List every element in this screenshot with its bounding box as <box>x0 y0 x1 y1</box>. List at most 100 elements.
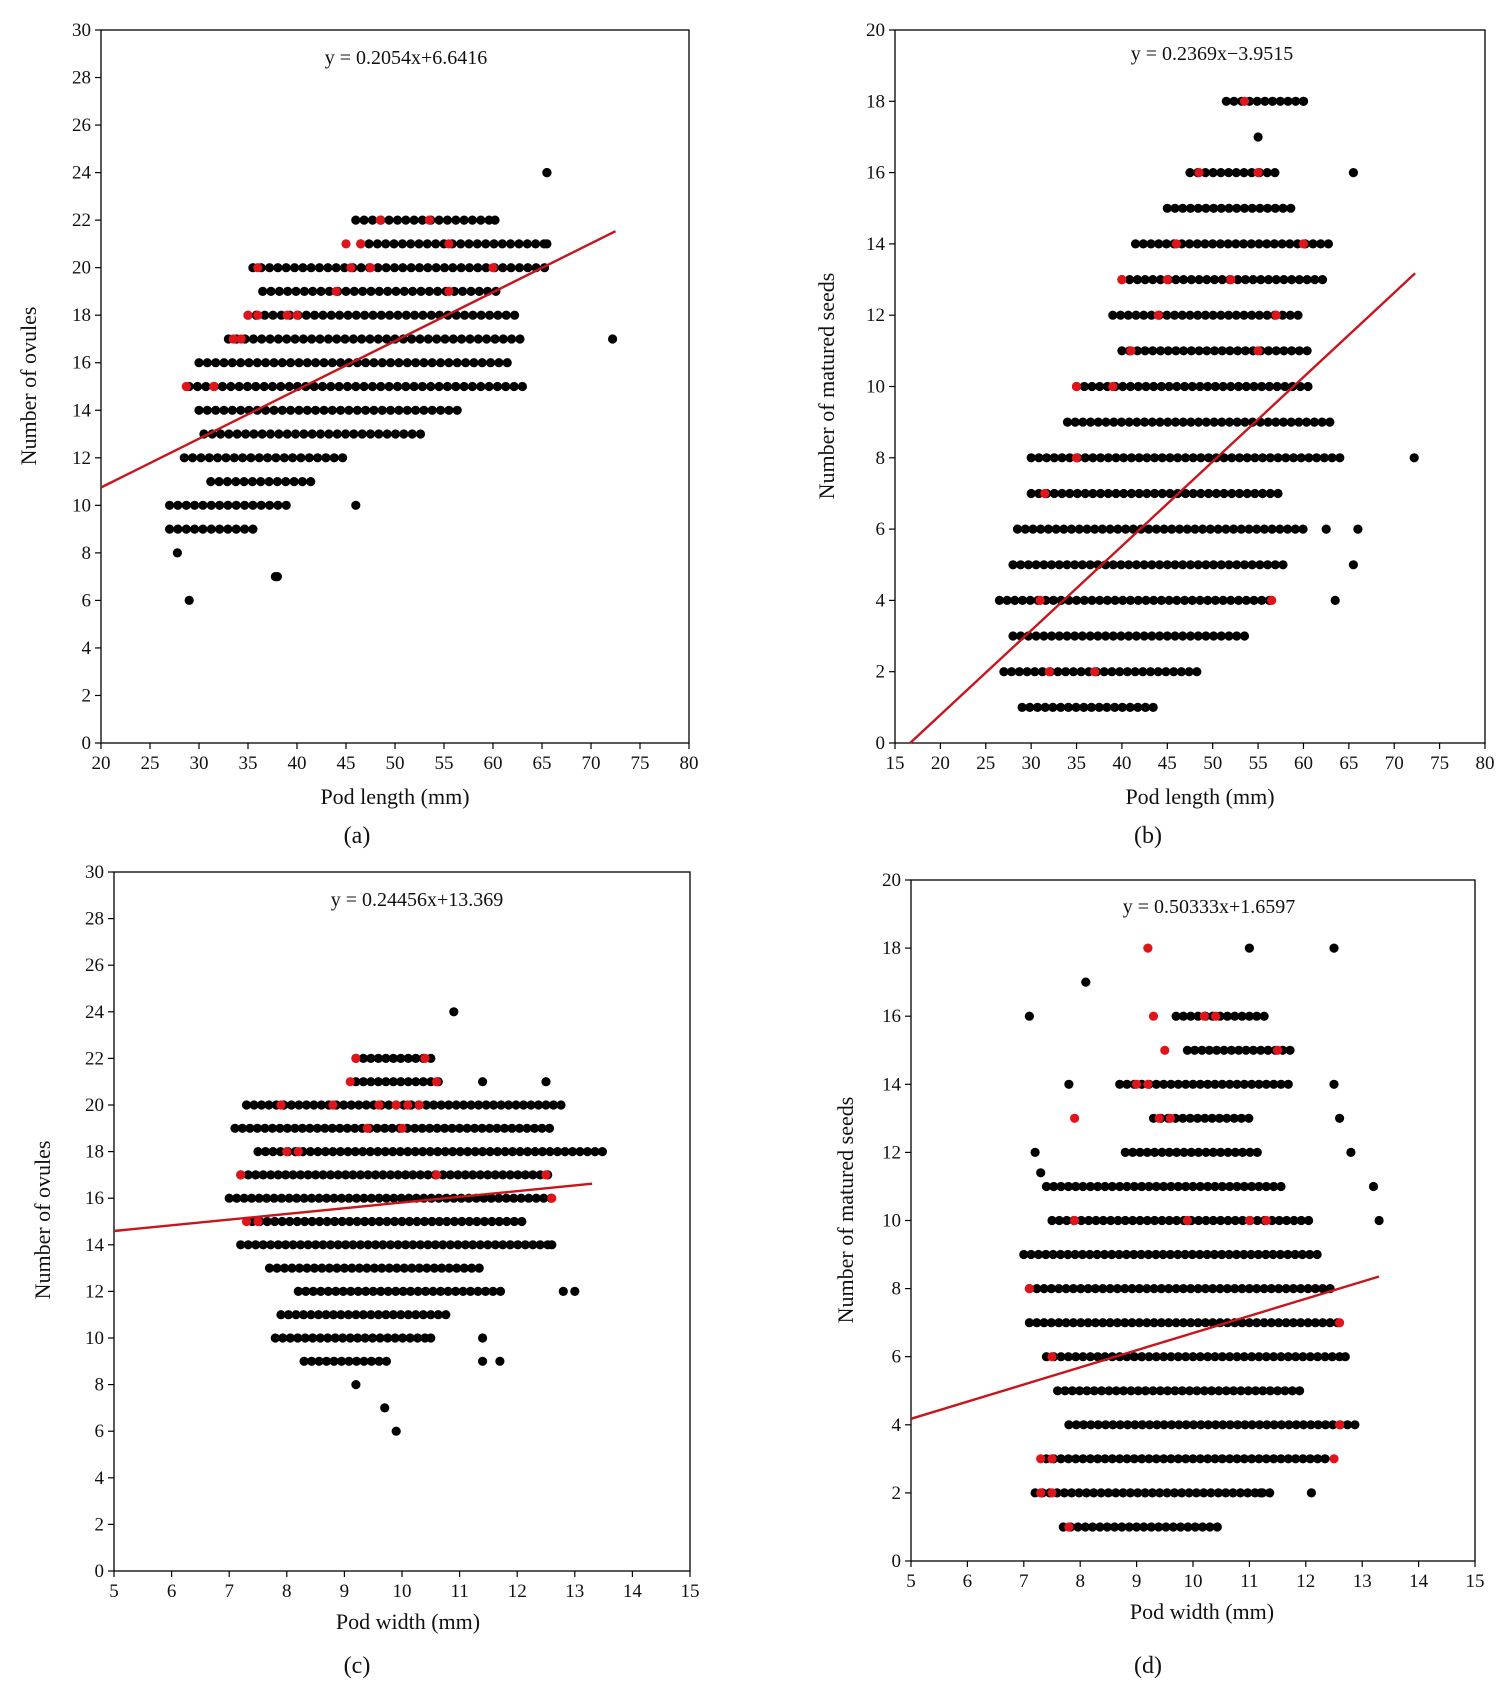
data-point <box>1068 667 1078 677</box>
x-tick-label: 15 <box>1466 1571 1485 1592</box>
data-point <box>1171 1011 1181 1021</box>
data-point <box>1165 1249 1175 1260</box>
data-point <box>1164 595 1174 606</box>
data-point <box>1184 667 1194 677</box>
data-point <box>241 1100 252 1110</box>
data-point-red <box>1044 667 1054 677</box>
data-point <box>1132 417 1142 427</box>
data-point <box>251 1240 261 1250</box>
data-point <box>1225 1352 1235 1362</box>
data-point <box>1170 203 1180 213</box>
data-point <box>239 477 249 487</box>
x-tick-label: 11 <box>1240 1571 1258 1592</box>
data-point <box>1097 1386 1107 1396</box>
data-point <box>1330 595 1340 606</box>
data-point <box>1002 595 1012 606</box>
data-point <box>261 405 271 415</box>
data-point <box>361 1100 371 1110</box>
data-point <box>256 477 266 487</box>
data-point <box>424 286 434 296</box>
data-point <box>1039 1284 1049 1294</box>
data-point <box>307 429 317 439</box>
data-point <box>1180 381 1190 392</box>
data-point <box>1224 417 1235 427</box>
data-point <box>236 358 246 368</box>
data-point <box>302 358 312 368</box>
data-point <box>1216 1147 1226 1157</box>
data-point <box>478 1356 488 1366</box>
data-point-red <box>1239 96 1250 106</box>
data-point <box>281 263 291 273</box>
data-point <box>305 1147 315 1157</box>
data-point <box>287 1263 297 1273</box>
data-point <box>1134 488 1144 499</box>
data-point <box>1212 1522 1222 1532</box>
data-point <box>283 286 293 296</box>
data-point <box>1240 275 1250 285</box>
x-tick-label: 50 <box>386 753 405 774</box>
data-point <box>352 1216 362 1227</box>
data-point <box>1185 168 1195 178</box>
data-point <box>396 1077 406 1087</box>
data-point <box>1222 1113 1232 1123</box>
data-point <box>1244 1318 1254 1328</box>
data-point <box>1238 1147 1248 1157</box>
data-point <box>408 286 418 296</box>
data-point <box>340 429 351 439</box>
data-point <box>1083 1318 1093 1328</box>
data-point <box>368 1286 378 1296</box>
data-point <box>466 286 476 296</box>
data-point <box>1232 560 1242 570</box>
data-point <box>1263 560 1273 570</box>
data-point <box>418 310 428 320</box>
data-point <box>473 334 483 344</box>
data-point <box>224 429 234 439</box>
data-point <box>332 429 342 439</box>
y-tick-label: 2 <box>892 1483 902 1504</box>
data-point <box>1127 1284 1137 1294</box>
data-point <box>1177 1488 1187 1498</box>
data-point <box>357 429 367 439</box>
data-point <box>507 334 517 344</box>
data-point <box>1068 1318 1078 1328</box>
regression-equation: y = 0.24456x+13.369 <box>331 889 504 911</box>
data-point <box>458 286 468 296</box>
data-point <box>1148 275 1158 285</box>
data-point <box>406 263 416 273</box>
data-point <box>243 1240 253 1250</box>
data-point <box>1224 310 1234 320</box>
data-point <box>392 215 403 225</box>
data-point <box>438 1170 448 1180</box>
data-point <box>448 334 458 344</box>
data-point <box>1137 1454 1147 1464</box>
data-point <box>1302 275 1312 285</box>
data-point <box>1306 1420 1316 1430</box>
data-point <box>1133 595 1143 606</box>
data-point <box>432 1123 442 1133</box>
data-point <box>239 1193 249 1203</box>
data-point <box>1088 1522 1098 1532</box>
data-point <box>1173 453 1183 463</box>
data-point <box>232 429 242 439</box>
data-point <box>1138 239 1148 249</box>
data-point <box>1291 1352 1301 1362</box>
data-point <box>298 334 308 344</box>
data-point <box>1252 1318 1262 1328</box>
data-point <box>240 500 250 510</box>
data-point <box>327 405 337 415</box>
panel-label: (c) <box>344 1653 371 1679</box>
data-point <box>1142 1318 1152 1328</box>
data-point <box>1223 1215 1233 1226</box>
data-point <box>1012 524 1023 534</box>
data-point <box>265 500 275 510</box>
data-point <box>1180 1249 1190 1260</box>
data-point <box>1062 560 1072 570</box>
data-point <box>1133 1386 1143 1396</box>
data-point <box>1305 1249 1315 1260</box>
data-point <box>252 358 262 368</box>
data-point-red <box>1261 1215 1271 1226</box>
data-point <box>1208 168 1218 178</box>
data-point <box>367 1216 377 1227</box>
data-point-red <box>1047 1488 1057 1498</box>
data-point <box>1026 488 1036 499</box>
